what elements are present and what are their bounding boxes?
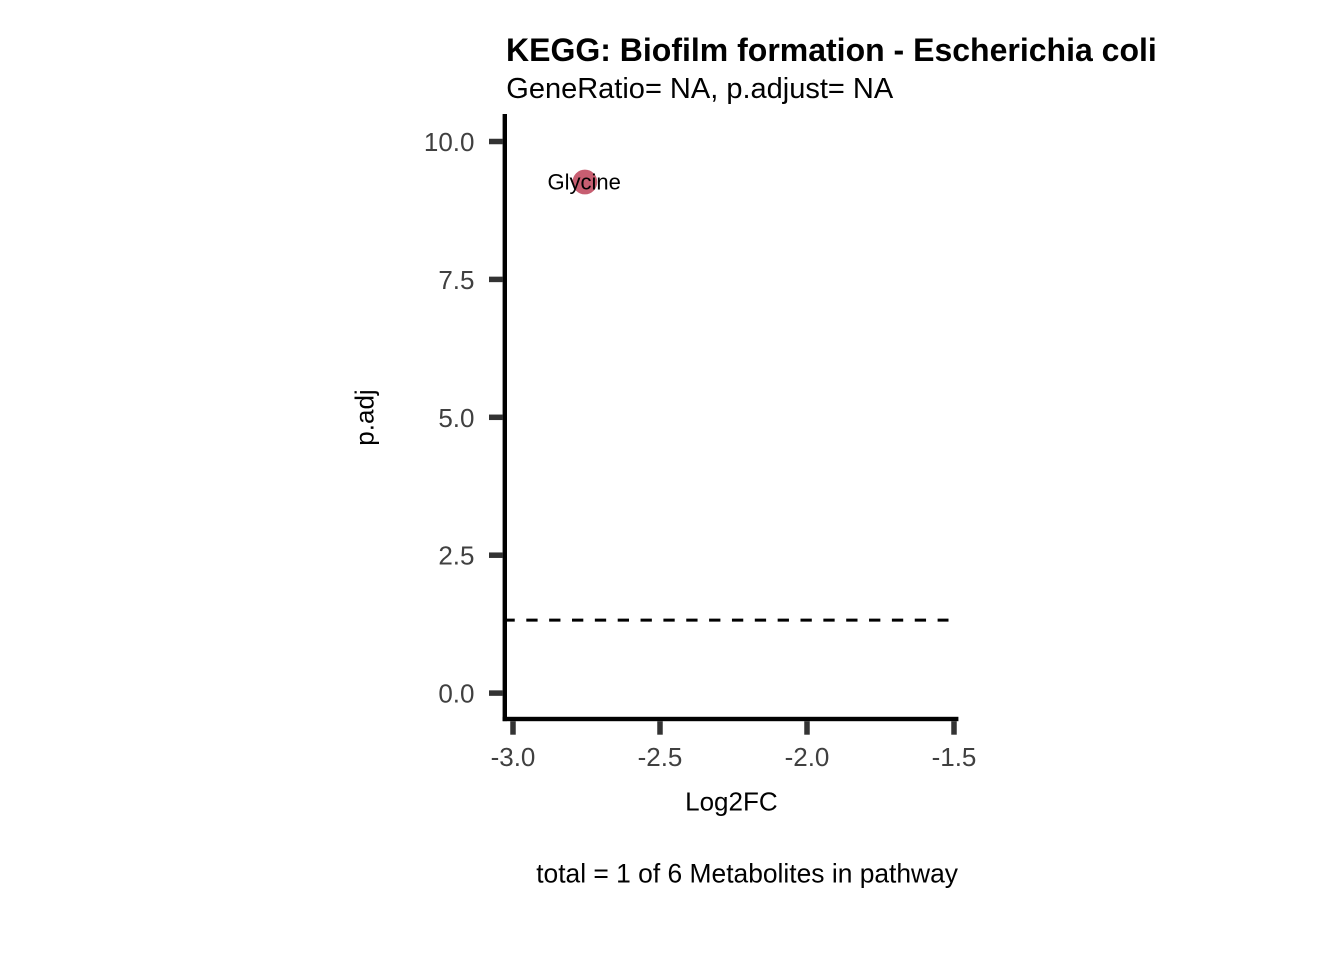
svg-text:Glycine: Glycine (548, 169, 621, 194)
svg-text:7.5: 7.5 (438, 265, 474, 295)
svg-text:total = 1 of 6 Metabolites in: total = 1 of 6 Metabolites in pathway (536, 859, 959, 889)
svg-text:-2.0: -2.0 (785, 742, 830, 772)
svg-text:-2.5: -2.5 (638, 742, 683, 772)
svg-text:-3.0: -3.0 (491, 742, 536, 772)
svg-text:Log2FC: Log2FC (685, 787, 778, 817)
svg-text:2.5: 2.5 (438, 541, 474, 571)
svg-text:5.0: 5.0 (438, 403, 474, 433)
svg-text:KEGG: Biofilm formation - Esch: KEGG: Biofilm formation - Escherichia co… (506, 32, 1157, 68)
svg-text:GeneRatio= NA, p.adjust= NA: GeneRatio= NA, p.adjust= NA (506, 73, 894, 105)
svg-text:p.adj: p.adj (350, 389, 380, 445)
svg-text:-1.5: -1.5 (932, 742, 977, 772)
svg-text:10.0: 10.0 (424, 127, 475, 157)
svg-text:0.0: 0.0 (438, 679, 474, 709)
